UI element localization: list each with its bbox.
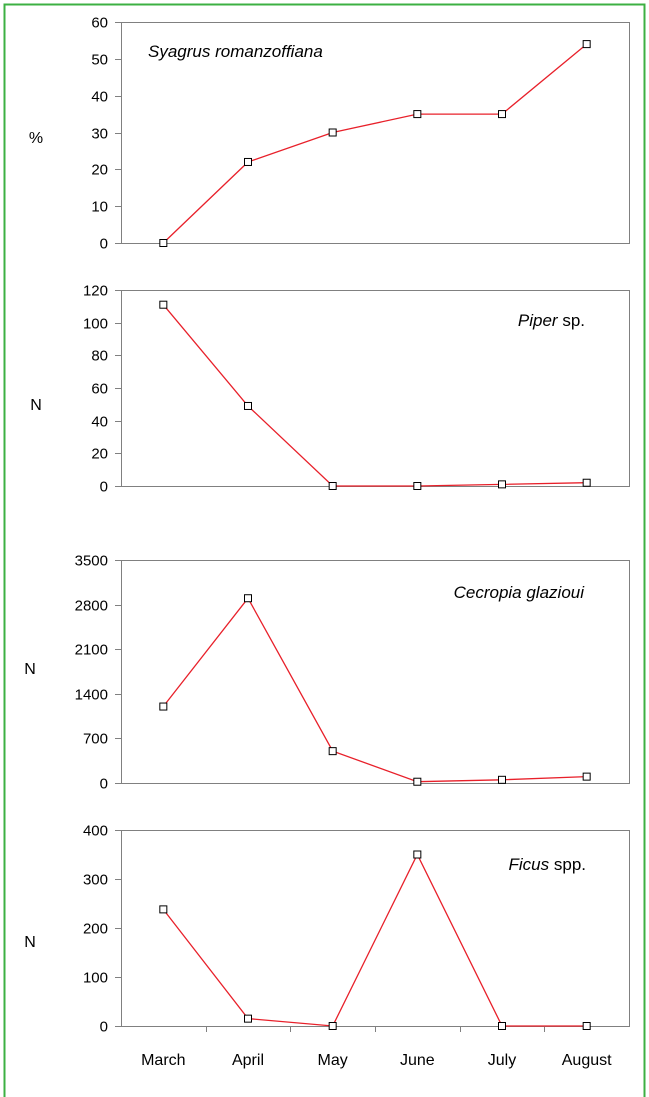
y-tick-label: 1400 xyxy=(75,687,108,704)
y-tick-label: 10 xyxy=(91,199,108,216)
data-point xyxy=(413,110,422,119)
data-point xyxy=(328,128,337,137)
data-point xyxy=(413,777,422,786)
data-point xyxy=(244,401,252,410)
y-tick-label: 20 xyxy=(91,446,108,463)
panel-title-plain: sp. xyxy=(558,311,585,330)
series-line xyxy=(162,597,587,783)
data-point xyxy=(582,1022,591,1030)
x-tick-label: May xyxy=(318,1052,348,1069)
chart-panel-3: 0 700 1400 2100 2800 3500 N Cecropia glazioui xyxy=(24,553,630,793)
data-point xyxy=(582,478,591,487)
y-tick-label: 400 xyxy=(83,823,108,840)
y-tick-label: 2100 xyxy=(75,642,108,659)
y-tick-label: 200 xyxy=(83,921,108,938)
data-point xyxy=(498,775,506,784)
data-point xyxy=(582,772,591,781)
y-tick-label: 2800 xyxy=(75,598,108,615)
chart-panel-2: 0 20 40 60 80 100 120 N Piper sp. xyxy=(30,283,630,496)
data-point xyxy=(582,40,591,49)
data-point xyxy=(159,239,168,247)
panel-title: Ficus spp. xyxy=(509,855,586,874)
series-line xyxy=(162,304,587,487)
figure-frame xyxy=(3,3,646,1097)
panel-title: Cecropia glazioui xyxy=(454,583,586,602)
x-tick-label: April xyxy=(232,1052,264,1069)
y-tick-label: 0 xyxy=(100,776,108,793)
y-axis-label: N xyxy=(30,397,42,414)
data-point xyxy=(498,480,506,489)
y-axis-label: % xyxy=(29,130,43,147)
y-axis-label: N xyxy=(24,661,36,678)
plot-area-frame xyxy=(121,22,630,244)
y-axis-label: N xyxy=(24,934,36,951)
panel-title-italic: Cecropia glazioui xyxy=(454,583,586,602)
panel-title: Syagrus romanzoffiana xyxy=(148,42,323,61)
panel-title-italic: Syagrus romanzoffiana xyxy=(148,42,323,61)
data-point xyxy=(159,702,168,711)
y-tick-label: 100 xyxy=(83,316,108,333)
y-tick-label: 700 xyxy=(83,731,108,748)
data-point xyxy=(498,110,506,119)
y-tick-label: 80 xyxy=(91,348,108,365)
y-tick-label: 50 xyxy=(91,52,108,69)
y-tick-label: 120 xyxy=(83,283,108,300)
data-point xyxy=(244,1014,252,1023)
data-point xyxy=(328,482,337,490)
y-tick-label: 40 xyxy=(91,89,108,106)
panel-title-italic: Piper xyxy=(518,311,559,330)
data-point xyxy=(328,747,337,756)
data-point xyxy=(244,157,252,166)
y-tick-label: 40 xyxy=(91,414,108,431)
data-point xyxy=(328,1022,337,1030)
chart-panel-1: 0 10 20 30 40 50 60% Syagrus romanzoffiana xyxy=(29,15,630,253)
y-tick-label: 30 xyxy=(91,126,108,143)
x-tick-label: July xyxy=(488,1052,516,1069)
y-tick-label: 60 xyxy=(91,381,108,398)
panel-title-plain: spp. xyxy=(549,855,586,874)
series-line xyxy=(162,43,588,244)
y-tick-label: 300 xyxy=(83,872,108,889)
y-tick-label: 100 xyxy=(83,970,108,987)
x-tick-label: August xyxy=(562,1052,612,1069)
series-line xyxy=(162,853,587,1027)
chart-panel-4: 0 100 200 300 400 March April May June July August… xyxy=(24,823,630,1069)
x-tick-label: June xyxy=(400,1052,435,1069)
data-point xyxy=(413,482,422,490)
data-point xyxy=(413,850,422,859)
x-tick-label: March xyxy=(141,1052,185,1069)
y-tick-label: 20 xyxy=(91,162,108,179)
plot-area-frame xyxy=(121,560,630,784)
y-tick-label: 0 xyxy=(100,479,108,496)
y-tick-label: 0 xyxy=(100,1019,108,1036)
y-tick-label: 60 xyxy=(91,15,108,32)
y-tick-label: 3500 xyxy=(75,553,108,570)
panel-title-italic: Ficus xyxy=(509,855,550,874)
y-tick-label: 0 xyxy=(100,236,108,253)
data-point xyxy=(159,905,168,914)
data-point xyxy=(159,300,168,309)
data-point xyxy=(498,1022,506,1030)
panel-title: Piper sp. xyxy=(518,311,585,330)
data-point xyxy=(244,594,252,603)
